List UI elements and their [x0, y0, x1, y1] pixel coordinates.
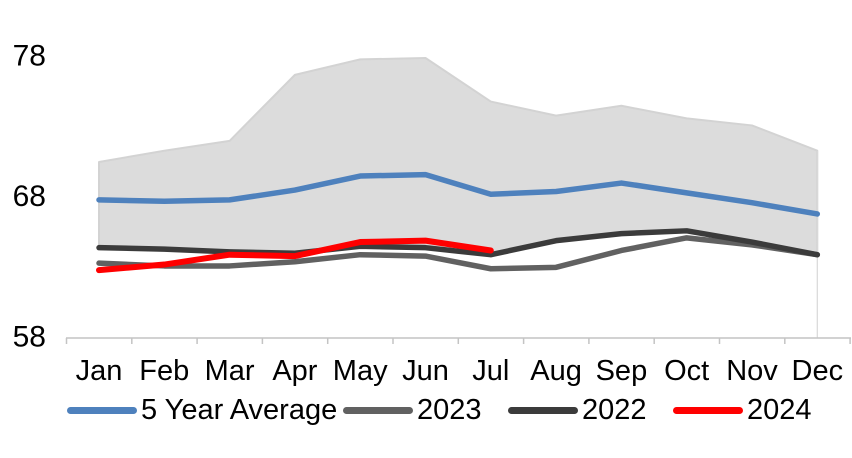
x-axis-label-may: May [333, 355, 388, 387]
x-axis-label-apr: Apr [272, 355, 317, 387]
series-line-2023 [96, 235, 821, 272]
x-axis-label-feb: Feb [139, 355, 189, 387]
range-band [98, 57, 819, 255]
x-axis-label-mar: Mar [205, 355, 255, 387]
x-axis-label-sep: Sep [596, 355, 648, 387]
x-axis-label-jun: Jun [402, 355, 449, 387]
series-line-2022 [96, 228, 821, 258]
y-axis-label-68: 68 [13, 180, 46, 213]
series-line-5-year-average [96, 171, 821, 217]
y-axis-label-78: 78 [13, 40, 46, 73]
x-axis-label-dec: Dec [792, 355, 844, 387]
x-axis-label-oct: Oct [664, 355, 709, 387]
x-axis-label-aug: Aug [530, 355, 582, 387]
x-axis-label-nov: Nov [726, 355, 778, 387]
y-axis-label-58: 58 [13, 321, 46, 354]
x-axis-label-jul: Jul [472, 355, 509, 387]
series-line-2024 [96, 237, 494, 274]
x-axis-label-jan: Jan [76, 355, 123, 387]
